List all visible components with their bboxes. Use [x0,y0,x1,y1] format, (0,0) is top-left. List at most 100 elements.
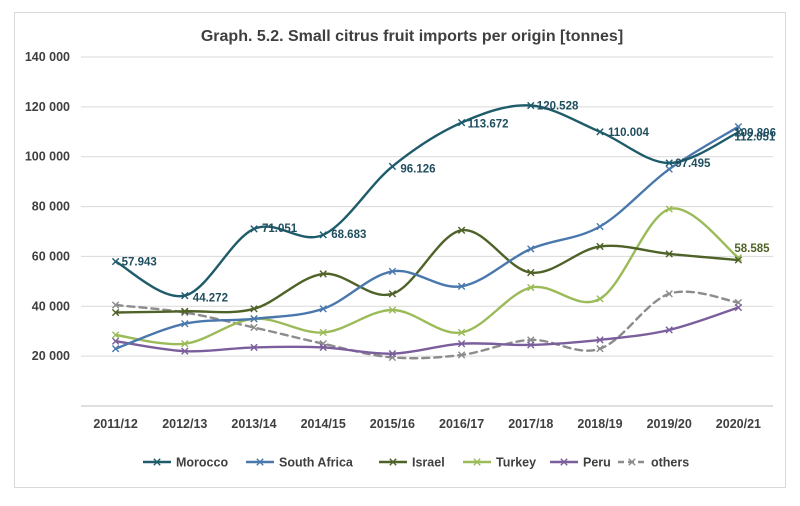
series-israel [111,226,743,317]
y-tick-label: 140 000 [25,50,70,64]
data-label: 113.672 [468,119,509,131]
data-label: 68.683 [331,229,366,241]
data-point [181,339,189,348]
data-point [457,118,466,127]
data-point [734,256,743,264]
data-label: 120.528 [537,101,579,113]
legend-item-peru: Peru [550,456,611,470]
data-point [388,290,397,298]
data-point [734,128,743,136]
legend-item-israel: Israel [379,456,445,470]
data-point [457,339,466,348]
x-tick-label: 2016/17 [439,417,484,431]
data-label: 96.126 [400,163,435,175]
chart-title: Graph. 5.2. Small citrus fruit imports p… [201,28,623,45]
data-point [665,159,673,167]
data-point [181,291,189,300]
y-tick-label: 120 000 [25,100,70,114]
data-label: 57.943 [122,257,157,269]
data-point [181,347,189,355]
data-point [181,307,189,315]
legend-marker [473,458,481,466]
data-label: 109.806 [734,127,776,139]
x-tick-label: 2015/16 [370,417,415,431]
series-morocco [111,101,743,300]
gridlines [81,56,773,357]
data-point [250,315,258,323]
data-label: 71.051 [262,223,298,235]
chart-frame: Graph. 5.2. Small citrus fruit imports p… [14,12,786,488]
data-label: 58.585 [734,243,770,255]
legend-label: Morocco [176,456,228,470]
series-line-south-africa [114,125,740,350]
x-tick-label: 2011/12 [93,417,138,431]
x-tick-label: 2014/15 [301,417,346,431]
data-point [111,344,120,353]
legend-label: Turkey [496,456,536,470]
data-point [388,267,397,276]
legend-marker [560,458,568,466]
data-point [250,323,258,332]
series-line-peru [114,306,740,355]
data-point [734,303,743,312]
legend-marker [389,458,397,466]
data-point [111,337,120,345]
data-point [388,306,397,314]
data-point [665,326,673,334]
data-point [596,344,604,353]
data-point [596,242,604,251]
data-point [527,101,535,110]
series-line-israel [114,229,740,314]
data-point [319,305,327,313]
data-point [457,328,466,337]
legend-label: Israel [412,456,445,470]
data-point [457,226,466,234]
data-point [527,245,535,253]
x-tick-label: 2018/19 [577,417,622,431]
data-labels: 57.943 44.272 71.051 68.683 96.126 113.672 120… [122,101,776,305]
series-south-africa [111,122,743,353]
series-peru [111,303,743,358]
data-point [596,295,604,303]
data-point [596,336,604,344]
data-label: 112.051 [734,132,776,144]
x-tick-label: 2020/21 [716,417,761,431]
legend-label: Peru [583,456,611,470]
data-point [250,225,258,233]
data-point [388,162,397,171]
data-point [665,205,673,213]
x-tick-label: 2017/18 [508,417,553,431]
data-label: 44.272 [193,293,228,305]
series-line-turkey [114,207,740,346]
data-point [665,165,673,173]
x-tick-label: 2012/13 [162,417,207,431]
data-point [527,341,535,349]
data-point [111,331,120,339]
y-tick-label: 20 000 [32,349,70,363]
legend-marker [256,458,264,466]
data-point [111,308,120,317]
y-tick-label: 80 000 [32,200,70,214]
data-point [250,343,258,352]
legend-item-south-africa: South Africa [246,456,354,470]
y-tick-label: 100 000 [25,150,70,164]
axes: 20 000 40 000 60 000 80 000 100 000 120 000 14… [25,50,773,431]
data-point [111,301,120,309]
data-point [734,122,743,131]
data-point [457,282,466,291]
legend-label: others [651,456,689,470]
data-point [111,257,120,266]
data-label: 110.004 [608,127,650,139]
legend-item-morocco: Morocco [143,456,228,470]
series-turkey [111,205,743,348]
data-point [457,351,466,359]
series-line-others [114,290,740,360]
legend-item-others: others [618,456,689,470]
data-point [181,320,189,328]
data-point [596,222,604,231]
data-point [250,305,258,313]
legend-label: South Africa [279,456,354,470]
data-point [665,290,673,298]
legend: Morocco South Africa Israel Turkey Peru other… [143,456,689,470]
data-point [527,283,535,292]
